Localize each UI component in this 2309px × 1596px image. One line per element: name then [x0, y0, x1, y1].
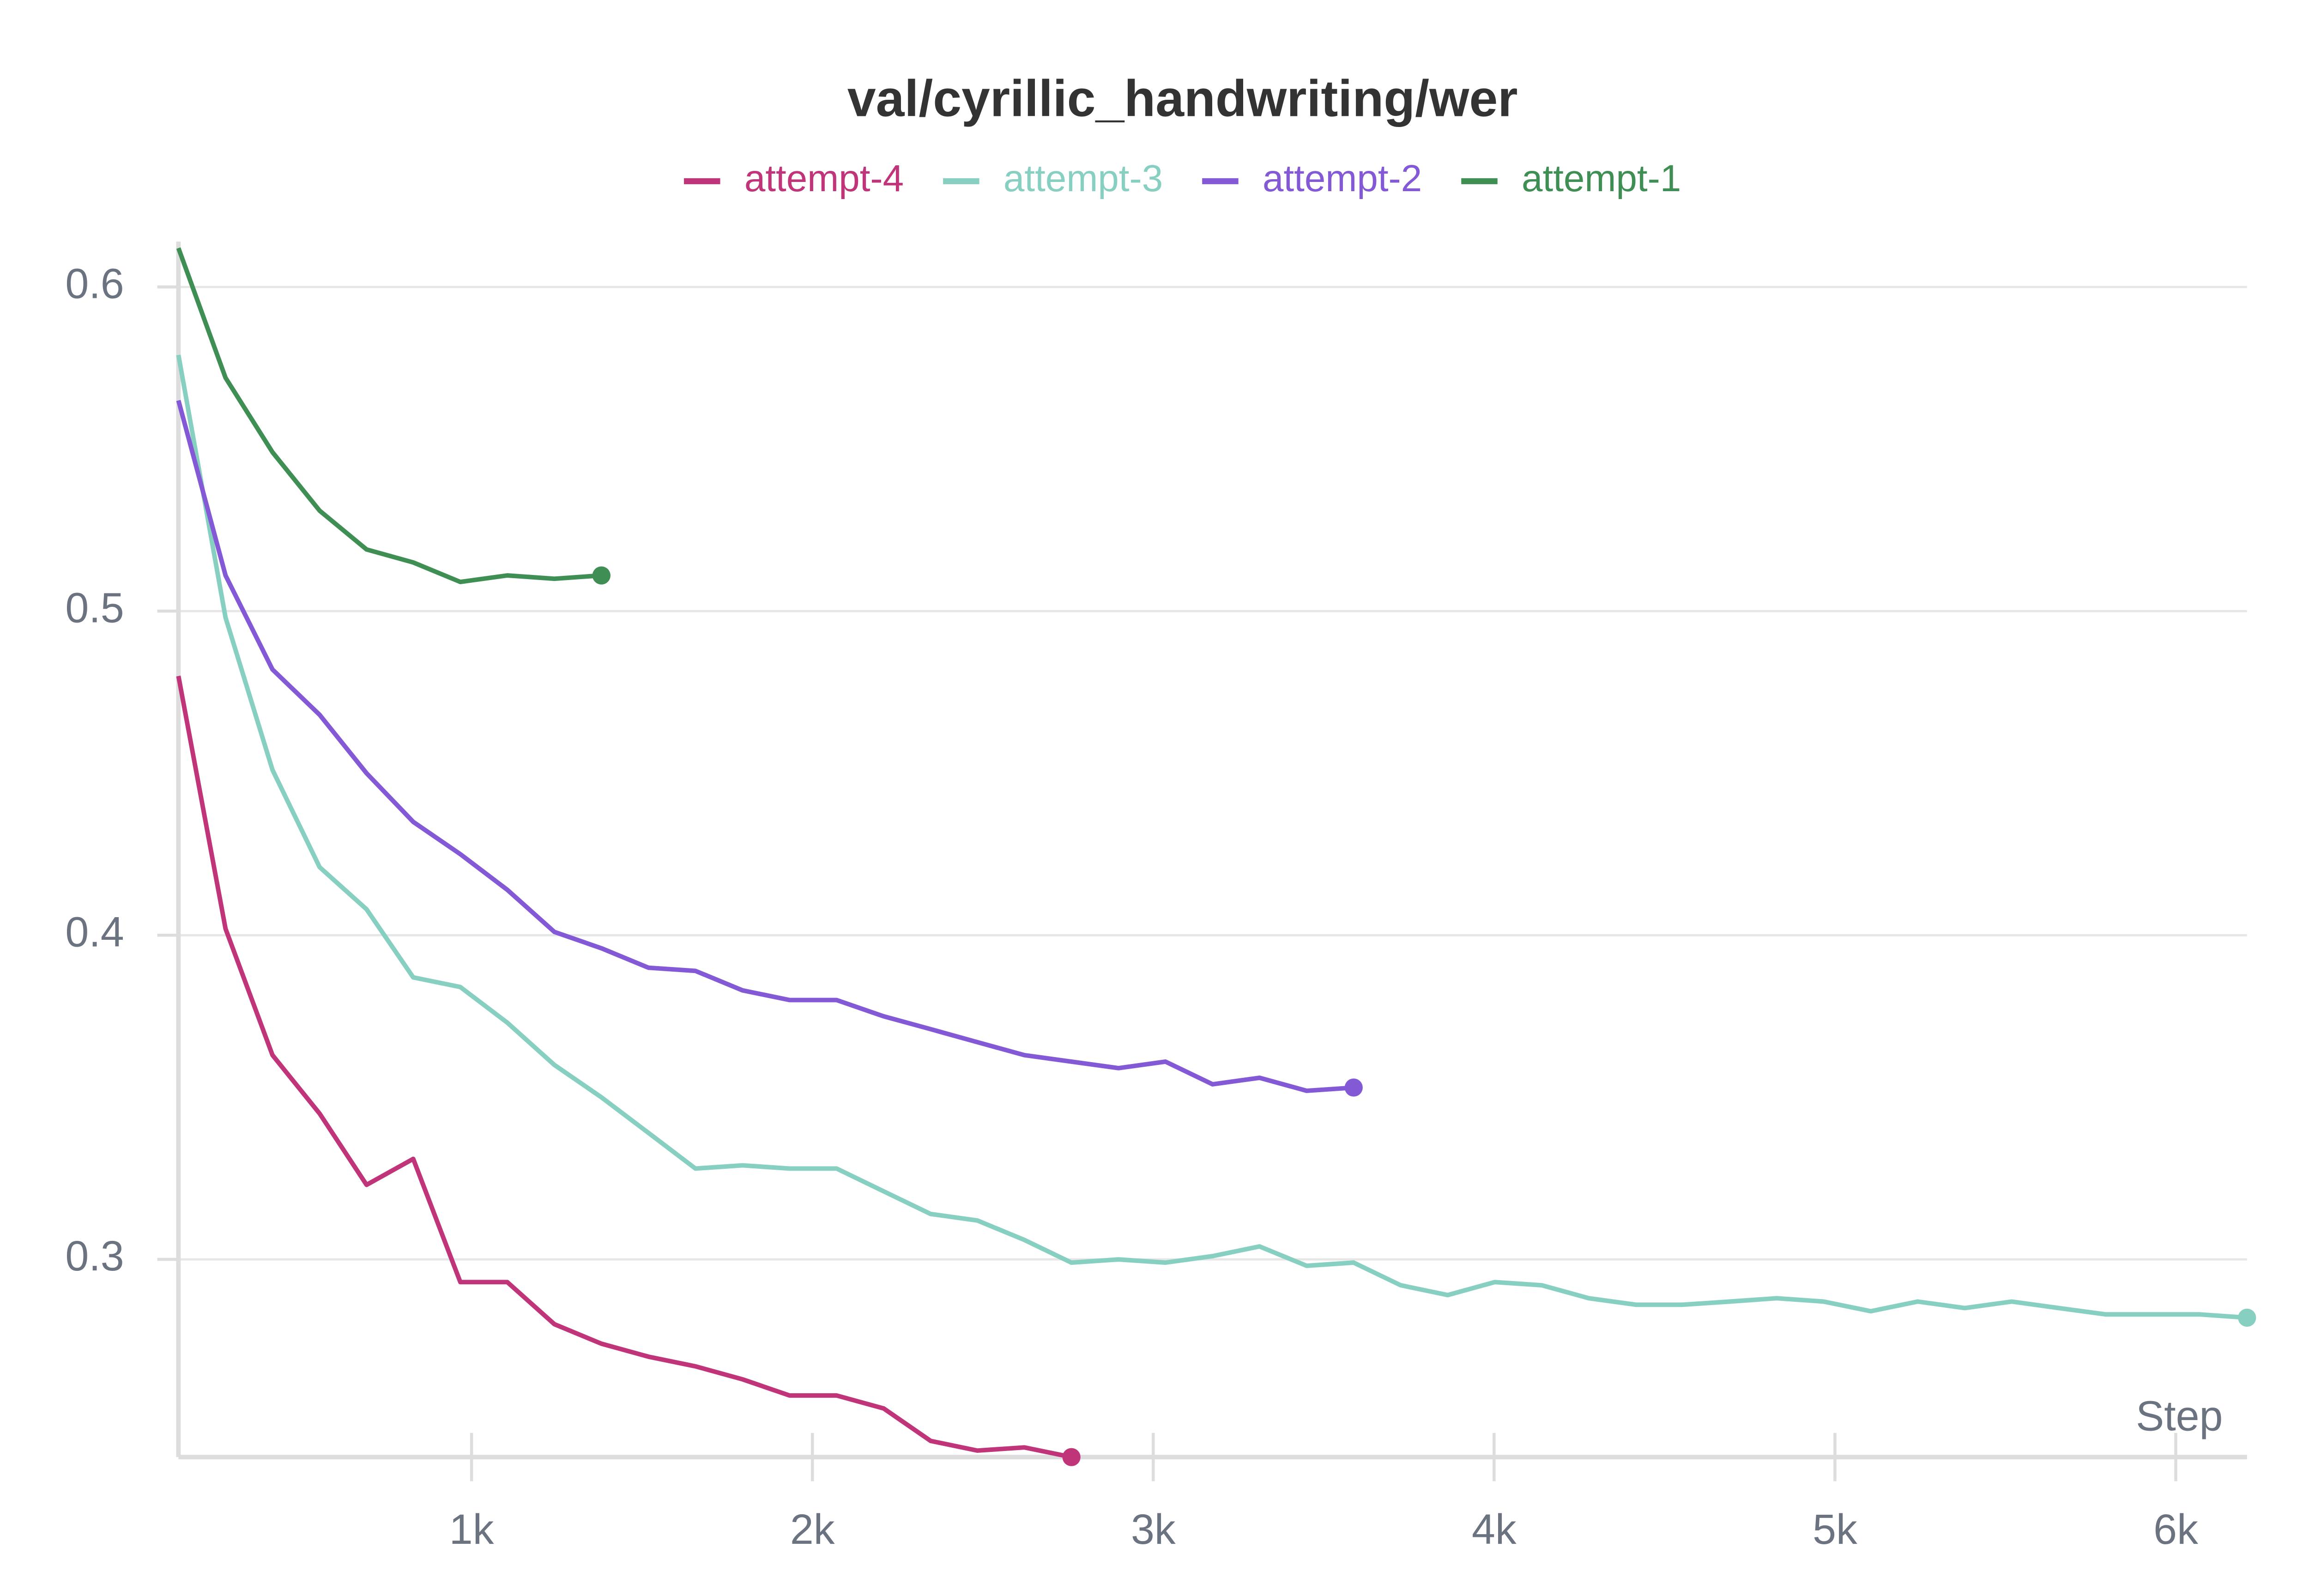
series-line [176, 354, 2248, 1320]
series-line [176, 675, 1072, 1459]
x-tick-label: 4k [1472, 1506, 1517, 1553]
x-tick-label: 3k [1131, 1506, 1176, 1553]
chart-title: val/cyrillic_handwriting/wer [847, 70, 1518, 127]
end-point [2238, 1308, 2256, 1327]
x-tick-label: 2k [790, 1506, 835, 1553]
legend-label: attempt-2 [1263, 157, 1422, 200]
legend-label: attempt-3 [1003, 157, 1163, 200]
end-point [1344, 1078, 1363, 1097]
y-tick-label: 0.4 [65, 908, 124, 955]
end-point [592, 566, 610, 585]
y-tick-label: 0.6 [65, 260, 124, 308]
x-tick-label: 1k [449, 1506, 494, 1553]
x-tick-label: 5k [1813, 1506, 1857, 1553]
legend-label: attempt-4 [744, 157, 904, 200]
series-line [176, 247, 602, 585]
legend-label: attempt-1 [1522, 157, 1681, 200]
y-tick-label: 0.3 [65, 1233, 124, 1280]
end-point [1062, 1448, 1081, 1466]
x-axis-label: Step [2136, 1393, 2223, 1440]
x-tick-label: 6k [2153, 1506, 2198, 1553]
series-line [176, 399, 1354, 1093]
y-tick-label: 0.5 [65, 584, 124, 631]
